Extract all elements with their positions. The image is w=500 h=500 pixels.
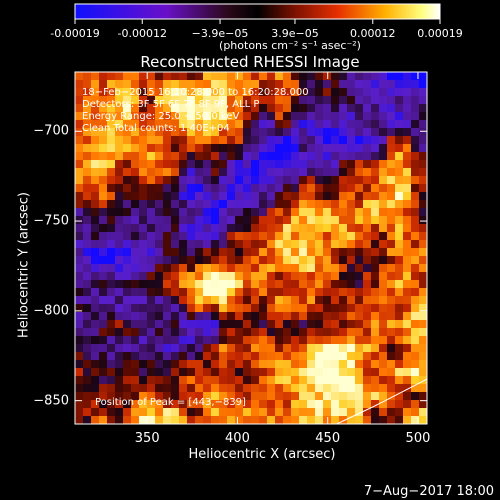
colorbar-tick-label: 0.00019 — [417, 27, 463, 40]
colorbar-tick-label: −3.9e−05 — [191, 27, 249, 40]
x-tick-label: 400 — [225, 431, 250, 446]
y-tick-label: −850 — [33, 393, 69, 409]
x-tick-label: 500 — [405, 431, 431, 446]
date-stamp: 7−Aug−2017 18:00 — [363, 484, 494, 499]
info-time-range: 18−Feb−2015 16:10:28.000 to 16:20:28.000 — [82, 87, 309, 98]
colorbar-tick-label: 0.00012 — [350, 27, 396, 40]
x-axis-label: Heliocentric X (arcsec) — [188, 447, 336, 462]
colorbar-unit-label: (photons cm⁻² s⁻¹ asec⁻²) — [219, 39, 361, 52]
colorbar-tick-label: -0.00019 — [50, 27, 100, 40]
peak-position-label: Position of Peak = [443,−839] — [95, 397, 246, 408]
x-tick-label: 350 — [134, 431, 160, 446]
axis-ticks — [75, 72, 427, 424]
colorbar-tick-label: -0.00012 — [117, 27, 167, 40]
plot-frame — [74, 71, 428, 425]
y-axis-label: Heliocentric Y (arcsec) — [16, 192, 32, 338]
info-energy-range: Energy Range: 25.0 − 50.0 keV — [82, 111, 240, 122]
heatmap-image — [75, 72, 427, 424]
chart-title: Reconstructed RHESSI Image — [140, 53, 360, 71]
info-detectors: Detectors: 3F 5F 6F 7F 8F 9F, ALL P — [82, 99, 260, 110]
y-tick-label: −750 — [33, 213, 69, 229]
colorbar-ticks — [74, 19, 441, 24]
y-tick-label: −800 — [33, 303, 69, 319]
y-tick-label: −700 — [33, 123, 69, 139]
solar-limb-curve — [336, 378, 427, 424]
x-tick-label: 450 — [315, 431, 341, 446]
colorbar-tick-label: 3.9e−05 — [271, 27, 319, 40]
info-clean-counts: Clean Total counts: 1.40E+04 — [82, 123, 230, 134]
colorbar — [74, 3, 441, 20]
